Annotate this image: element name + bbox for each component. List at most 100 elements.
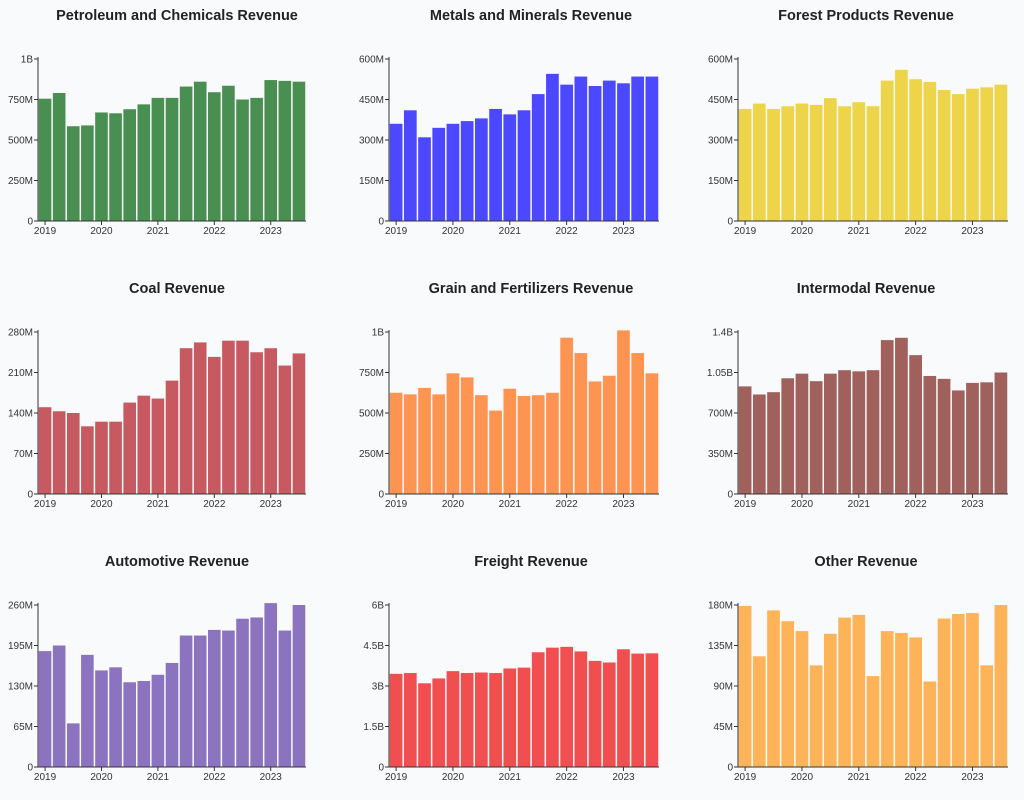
bar [980, 382, 994, 494]
x-tick-label: 2021 [147, 772, 170, 783]
bar [38, 407, 52, 494]
y-tick-label: 500M [359, 409, 384, 420]
x-tick-label: 2022 [905, 772, 928, 783]
bar [923, 81, 937, 221]
y-tick-label: 0 [727, 763, 733, 774]
y-tick: 300M [359, 136, 389, 147]
bar [292, 81, 306, 222]
bar [852, 371, 866, 494]
chart-title: Forest Products Revenue [778, 8, 954, 24]
x-tick-label: 2023 [961, 499, 984, 510]
bar [617, 649, 630, 767]
bar [503, 388, 517, 494]
bar [602, 80, 616, 221]
bar [895, 337, 908, 494]
y-tick-label: 600M [359, 55, 384, 66]
x-tick-label: 2020 [90, 772, 113, 783]
x-tick: 2023 [612, 494, 635, 510]
bar [489, 108, 502, 221]
y-tick-label: 1.05B [707, 368, 733, 379]
bar [923, 681, 937, 767]
y-tick: 45M [714, 722, 738, 733]
bar [66, 126, 80, 221]
y-tick-label: 500M [8, 136, 33, 147]
x-tick: 2022 [905, 494, 927, 510]
y-tick-label: 0 [27, 763, 33, 774]
y-tick-label: 700M [708, 409, 733, 420]
x-tick-label: 2021 [499, 226, 522, 237]
chart-title: Other Revenue [814, 554, 918, 570]
bar [264, 80, 278, 221]
y-tick-label: 3B [372, 682, 385, 693]
chart-svg: 0 65M 130M 195M 260M 2019 2020 2021 2022 2023 [8, 601, 306, 783]
chart-panel: Grain and Fertilizers Revenue 0 250M 500M 75… [354, 273, 708, 546]
bar [951, 614, 965, 767]
y-tick: 0 [378, 490, 389, 501]
y-tick: 260M [8, 601, 38, 612]
bar [752, 656, 766, 767]
y-tick-label: 1B [21, 55, 34, 66]
bar [208, 356, 221, 494]
x-tick: 2023 [612, 221, 635, 237]
y-tick: 210M [8, 368, 38, 379]
x-tick-label: 2019 [34, 499, 57, 510]
y-tick-label: 150M [708, 176, 733, 187]
y-tick: 195M [8, 641, 38, 652]
x-tick-label: 2023 [260, 772, 283, 783]
y-tick-label: 130M [8, 682, 33, 693]
y-tick: 500M [359, 409, 389, 420]
y-tick: 280M [8, 328, 38, 339]
x-tick: 2023 [260, 221, 282, 237]
x-tick: 2019 [734, 221, 757, 237]
chart-svg: 0 45M 90M 135M 180M 2019 2020 2021 2022 2023 [708, 601, 1008, 783]
y-tick-label: 65M [14, 722, 33, 733]
y-tick: 4.5B [363, 641, 389, 652]
y-tick: 0 [378, 217, 389, 228]
bar [923, 375, 937, 494]
bar [250, 97, 263, 221]
bar [475, 672, 488, 767]
x-tick: 2019 [734, 494, 757, 510]
x-tick: 2023 [961, 494, 984, 510]
bar [222, 85, 235, 221]
bar [489, 673, 502, 767]
x-tick-label: 2019 [34, 226, 57, 237]
y-tick: 0 [727, 217, 738, 228]
chart-svg: 0 250M 500M 750M 1B 2019 2020 2021 2022 2023 [359, 328, 659, 510]
bar [278, 365, 292, 494]
y-tick-label: 70M [14, 449, 33, 460]
bar [193, 81, 207, 222]
bar [250, 617, 263, 767]
bar [795, 631, 809, 767]
bar [165, 662, 179, 767]
y-tick-label: 195M [8, 641, 33, 652]
x-tick: 2019 [34, 494, 57, 510]
x-tick-label: 2023 [260, 499, 283, 510]
y-tick-label: 1.5B [363, 722, 384, 733]
bar [236, 618, 249, 767]
bar [179, 86, 193, 221]
y-tick: 1.5B [363, 722, 389, 733]
x-tick: 2021 [848, 767, 870, 783]
bar [446, 671, 460, 767]
bar [503, 668, 517, 767]
x-tick: 2022 [556, 494, 578, 510]
chart-title: Metals and Minerals Revenue [429, 8, 633, 24]
y-tick-label: 0 [378, 217, 384, 228]
chart-title: Freight Revenue [474, 554, 588, 570]
y-tick-label: 0 [27, 217, 33, 228]
bar [880, 631, 894, 767]
x-tick: 2020 [791, 221, 814, 237]
y-tick: 3B [372, 682, 389, 693]
y-tick: 450M [708, 95, 738, 106]
bar [588, 86, 602, 221]
x-tick-label: 2022 [203, 226, 226, 237]
y-tick: 135M [708, 641, 738, 652]
chart-panel: Forest Products Revenue 0 150M 300M 450M 600M… [708, 0, 1024, 273]
bar [222, 630, 235, 767]
chart-title: Coal Revenue [129, 281, 225, 297]
x-tick: 2021 [499, 221, 522, 237]
bar [179, 635, 193, 767]
y-tick: 450M [359, 95, 389, 106]
